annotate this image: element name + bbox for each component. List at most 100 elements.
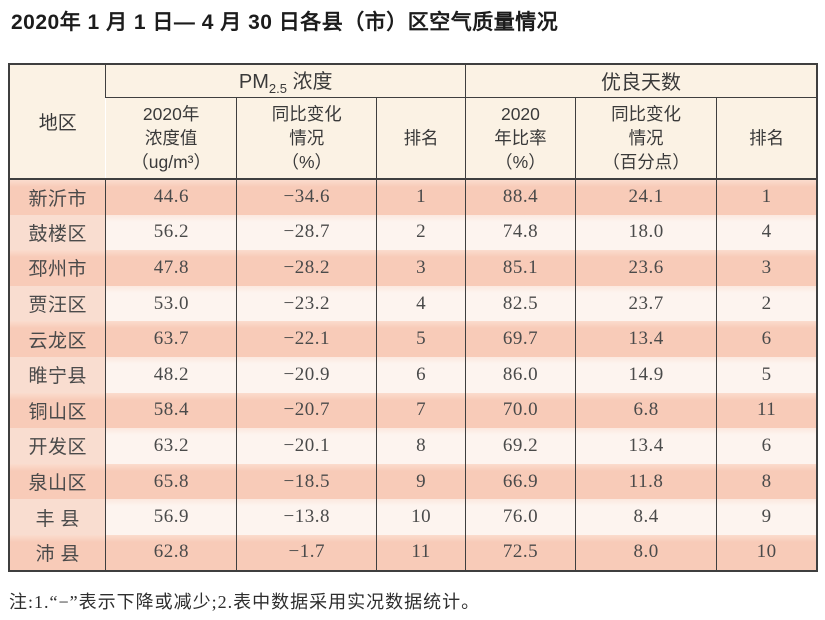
pm-value-cell: 58.4 [105,392,237,429]
pm-rank-cell: 1 [376,179,466,215]
good-change-cell: 6.8 [574,392,717,429]
page-title: 2020年 1 月 1 日— 4 月 30 日各县（市）区空气质量情况 [11,11,559,34]
good-rank-cell: 6 [716,321,817,357]
good-change-cell: 23.6 [574,250,717,286]
pm-change-cell: −20.7 [236,392,377,429]
table-header: 地区 PM2.5 浓度 优良天数 2020年 浓度值 （ug/m³） 同比变化 … [9,64,817,180]
table-body: 新沂市 44.6 −34.6 1 88.4 24.1 1 鼓楼区 56.2 −28.7 2 74.8 1… [9,179,817,571]
pm-value-cell: 56.9 [105,499,237,535]
good-change-cell: 23.7 [574,285,717,322]
region-cell: 鼓楼区 [9,214,106,251]
pm-value-cell: 48.2 [105,356,237,393]
pm-change-cell: −28.7 [236,214,377,251]
good-rank-cell: 2 [716,285,817,322]
pm-change-cell: −20.1 [236,428,377,464]
pm-value-cell: 53.0 [105,285,237,322]
pm-value-cell: 47.8 [105,250,237,286]
pm-value-column-header: 2020年 浓度值 （ug/m³） [105,97,237,180]
good-change-cell: 8.0 [574,534,717,571]
sub-header-row: 2020年 浓度值 （ug/m³） 同比变化 情况 （%） 排名 2020 年比… [9,97,817,180]
good-rate-cell: 69.2 [465,428,576,464]
good-rank-cell: 6 [716,428,817,464]
good-rate-cell: 76.0 [465,499,576,535]
pm-rank-cell: 11 [376,534,466,571]
pm-change-cell: −20.9 [236,356,377,393]
table-row: 铜山区 58.4 −20.7 7 70.0 6.8 11 [9,392,817,429]
pm-rank-cell: 6 [376,356,466,393]
good-rank-cell: 10 [716,534,817,571]
good-change-cell: 8.4 [574,499,717,535]
region-cell: 新沂市 [9,179,106,215]
region-cell: 云龙区 [9,321,106,357]
pm-rank-cell: 5 [376,321,466,357]
pm-rank-cell: 10 [376,499,466,535]
table-row: 贾汪区 53.0 −23.2 4 82.5 23.7 2 [9,285,817,322]
pm-rank-cell: 8 [376,428,466,464]
region-cell: 铜山区 [9,392,106,429]
table-row: 泉山区 65.8 −18.5 9 66.9 11.8 8 [9,463,817,500]
table-row: 丰 县 56.9 −13.8 10 76.0 8.4 9 [9,499,817,535]
pm-value-cell: 63.2 [105,428,237,464]
pm-value-cell: 56.2 [105,214,237,251]
good-rank-cell: 1 [716,179,817,215]
region-cell: 睢宁县 [9,356,106,393]
region-cell: 开发区 [9,428,106,464]
pm-rank-cell: 9 [376,463,466,500]
good-rank-cell: 11 [716,392,817,429]
good-rank-column-header: 排名 [716,97,817,180]
table-row: 邳州市 47.8 −28.2 3 85.1 23.6 3 [9,250,817,286]
region-column-header: 地区 [9,64,106,180]
table-row: 开发区 63.2 −20.1 8 69.2 13.4 6 [9,428,817,464]
good-rank-cell: 5 [716,356,817,393]
pm-change-cell: −18.5 [236,463,377,500]
good-rate-cell: 66.9 [465,463,576,500]
table-row: 云龙区 63.7 −22.1 5 69.7 13.4 6 [9,321,817,357]
pm-rank-cell: 7 [376,392,466,429]
region-cell: 泉山区 [9,463,106,500]
good-change-column-header: 同比变化 情况 （百分点） [574,97,717,180]
pm-rank-cell: 2 [376,214,466,251]
good-rate-cell: 85.1 [465,250,576,286]
good-rate-cell: 74.8 [465,214,576,251]
region-cell: 贾汪区 [9,285,106,322]
pm-rank-cell: 3 [376,250,466,286]
good-rate-cell: 69.7 [465,321,576,357]
table-row: 睢宁县 48.2 −20.9 6 86.0 14.9 5 [9,356,817,393]
good-rate-column-header: 2020 年比率 （%） [465,97,576,180]
region-cell: 丰 县 [9,499,106,535]
good-rank-cell: 3 [716,250,817,286]
pm-value-cell: 65.8 [105,463,237,500]
pm-value-cell: 44.6 [105,179,237,215]
good-rate-cell: 70.0 [465,392,576,429]
air-quality-table: 地区 PM2.5 浓度 优良天数 2020年 浓度值 （ug/m³） 同比变化 … [8,63,818,572]
table-row: 新沂市 44.6 −34.6 1 88.4 24.1 1 [9,179,817,215]
group-header-row: 地区 PM2.5 浓度 优良天数 [9,64,817,180]
good-rate-cell: 82.5 [465,285,576,322]
table-row: 沛 县 62.8 −1.7 11 72.5 8.0 10 [9,534,817,571]
good-days-group-header: 优良天数 [465,64,817,98]
pm-change-column-header: 同比变化 情况 （%） [236,97,377,180]
pm25-label-suffix: 浓度 [286,71,333,94]
pm-change-cell: −28.2 [236,250,377,286]
pm-rank-cell: 4 [376,285,466,322]
pm-change-cell: −13.8 [236,499,377,535]
footnote: 注:1.“−”表示下降或减少;2.表中数据采用实况数据统计。 [9,591,481,612]
good-rank-cell: 8 [716,463,817,500]
pm-value-cell: 63.7 [105,321,237,357]
pm-change-cell: −34.6 [236,179,377,215]
pm25-label-subscript: 2.5 [268,81,287,97]
good-change-cell: 14.9 [574,356,717,393]
good-rate-cell: 88.4 [465,179,576,215]
good-rank-cell: 4 [716,214,817,251]
region-cell: 沛 县 [9,534,106,571]
good-rate-cell: 72.5 [465,534,576,571]
good-change-cell: 13.4 [574,428,717,464]
pm-value-cell: 62.8 [105,534,237,571]
region-cell: 邳州市 [9,250,106,286]
pm-change-cell: −22.1 [236,321,377,357]
good-change-cell: 13.4 [574,321,717,357]
good-change-cell: 24.1 [574,179,717,215]
pm-change-cell: −1.7 [236,534,377,571]
pm25-label-prefix: PM [238,71,269,94]
